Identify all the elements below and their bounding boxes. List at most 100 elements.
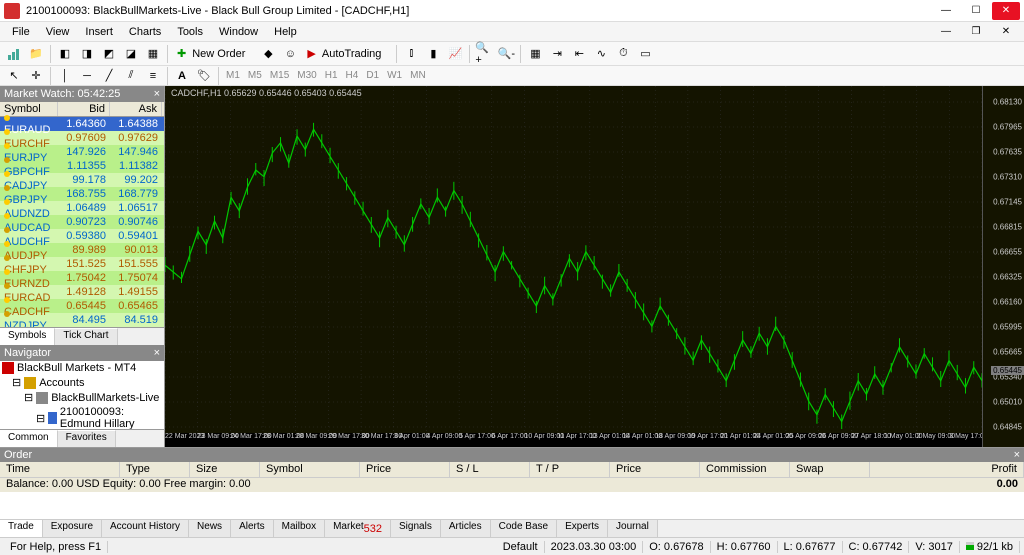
navigator-tab-common[interactable]: Common [0,430,58,447]
data-window-toggle[interactable]: ◨ [77,44,97,64]
menu-tools[interactable]: Tools [169,24,211,40]
expert-advisors-button[interactable]: ☺ [280,44,300,64]
price-axis: 0.681300.679650.676350.673100.671450.668… [982,86,1024,447]
minimize-button[interactable]: — [932,2,960,20]
timeframe-w1[interactable]: W1 [384,70,405,81]
navigator-toggle[interactable]: ◩ [99,44,119,64]
trendline-button[interactable]: ╱ [99,66,119,86]
new-order-button[interactable]: ✚ New Order [172,44,256,64]
fibonacci-button[interactable]: ≡ [143,66,163,86]
terminal-tab-alerts[interactable]: Alerts [231,520,274,537]
navigator-close-icon[interactable]: × [154,347,160,359]
mdi-minimize-button[interactable]: — [932,23,960,41]
market-watch-header: Market Watch: 05:42:25 × [0,86,164,102]
zoom-in-button[interactable]: 🔍+ [474,44,494,64]
candle-chart-button[interactable]: ▮ [423,44,443,64]
chart-shift-button[interactable]: ⇤ [569,44,589,64]
channel-button[interactable]: ⫽ [121,66,141,86]
terminal-tab-exposure[interactable]: Exposure [43,520,102,537]
chart-area[interactable]: CADCHF,H1 0.65629 0.65446 0.65403 0.6544… [165,86,1024,447]
market-watch-row[interactable]: NZDJPY84.49584.519 [0,313,164,327]
terminal-tab-trade[interactable]: Trade [0,520,43,537]
menu-window[interactable]: Window [211,24,266,40]
menu-file[interactable]: File [4,24,38,40]
timeframe-m30[interactable]: M30 [294,70,319,81]
terminal-tab-signals[interactable]: Signals [391,520,441,537]
order-col-t-p[interactable]: T / P [530,462,610,477]
nav-item-accounts[interactable]: ⊟Accounts [0,375,164,390]
autoscroll-button[interactable]: ⇥ [547,44,567,64]
market-watch-tab-tick-chart[interactable]: Tick Chart [55,328,117,345]
maximize-button[interactable]: ☐ [962,2,990,20]
timeframe-m5[interactable]: M5 [245,70,265,81]
terminal-tab-journal[interactable]: Journal [608,520,658,537]
timeframe-h1[interactable]: H1 [322,70,341,81]
menu-charts[interactable]: Charts [121,24,169,40]
order-col-symbol[interactable]: Symbol [260,462,360,477]
timeframe-m1[interactable]: M1 [223,70,243,81]
timeframe-d1[interactable]: D1 [363,70,382,81]
order-col-time[interactable]: Time [0,462,120,477]
text-label-button[interactable]: 🏷 [194,66,214,86]
market-watch-toggle[interactable]: ◧ [55,44,75,64]
mdi-close-button[interactable]: ✕ [992,23,1020,41]
terminal-tab-mailbox[interactable]: Mailbox [274,520,325,537]
close-button[interactable]: ✕ [992,2,1020,20]
terminal-close-icon[interactable]: × [1014,449,1020,461]
terminal-toggle[interactable]: ◪ [121,44,141,64]
menu-help[interactable]: Help [266,24,305,40]
navigator-tab-favorites[interactable]: Favorites [58,430,116,447]
order-col-price[interactable]: Price [610,462,700,477]
terminal-tab-articles[interactable]: Articles [441,520,491,537]
toolbar-main: 📁 ◧ ◨ ◩ ◪ ▦ ✚ New Order ◆ ☺ ▶ AutoTradin… [0,42,1024,66]
nav-item-blackbullmarkets-live[interactable]: ⊟BlackBullMarkets-Live [0,390,164,405]
terminal-tab-account-history[interactable]: Account History [102,520,189,537]
order-col-type[interactable]: Type [120,462,190,477]
col-ask[interactable]: Ask [110,102,162,116]
order-col-price[interactable]: Price [360,462,450,477]
indicators-button[interactable]: ∿ [591,44,611,64]
bar-chart-button[interactable]: ⫾ [401,44,421,64]
metaquotes-button[interactable]: ◆ [258,44,278,64]
templates-button[interactable]: ▭ [635,44,655,64]
horizontal-line-button[interactable]: ─ [77,66,97,86]
nav-item-2100100093-edmund-hillary[interactable]: ⊟2100100093: Edmund Hillary [0,405,164,429]
menu-insert[interactable]: Insert [77,24,121,40]
tile-windows-button[interactable]: ▦ [525,44,545,64]
current-price-marker: 0.65445 [991,366,1024,375]
order-col-size[interactable]: Size [190,462,260,477]
vertical-line-button[interactable]: │ [55,66,75,86]
profiles-button[interactable]: 📁 [26,44,46,64]
status-close: C: 0.67742 [843,541,910,553]
terminal-tab-market[interactable]: Market532 [325,520,391,537]
menu-view[interactable]: View [38,24,78,40]
text-button[interactable]: A [172,66,192,86]
cursor-button[interactable]: ↖ [4,66,24,86]
order-col-commission[interactable]: Commission [700,462,790,477]
terminal-tab-news[interactable]: News [189,520,231,537]
balance-text: Balance: 0.00 USD Equity: 0.00 Free marg… [6,478,251,492]
timeframe-h4[interactable]: H4 [343,70,362,81]
nav-root[interactable]: BlackBull Markets - MT4 [0,361,164,375]
order-col-s-l[interactable]: S / L [450,462,530,477]
timeframe-m15[interactable]: M15 [267,70,292,81]
order-col-swap[interactable]: Swap [790,462,870,477]
status-profile[interactable]: Default [497,541,545,553]
periodicity-button[interactable]: ⏱ [613,44,633,64]
terminal-tab-experts[interactable]: Experts [557,520,608,537]
status-help: For Help, press F1 [4,541,108,553]
market-watch-tab-symbols[interactable]: Symbols [0,328,55,345]
market-watch-close-icon[interactable]: × [154,88,160,100]
line-chart-button[interactable]: 📈 [445,44,465,64]
strategy-tester-toggle[interactable]: ▦ [143,44,163,64]
mdi-restore-button[interactable]: ❐ [962,23,990,41]
new-chart-button[interactable] [4,44,24,64]
col-bid[interactable]: Bid [58,102,110,116]
autotrading-button[interactable]: ▶ AutoTrading [302,44,392,64]
time-axis: 22 Mar 202323 Mar 09:0024 Mar 17:0028 Ma… [165,433,982,447]
timeframe-mn[interactable]: MN [407,70,429,81]
zoom-out-button[interactable]: 🔍- [496,44,516,64]
crosshair-button[interactable]: ✛ [26,66,46,86]
terminal-tab-code-base[interactable]: Code Base [491,520,557,537]
order-col-profit[interactable]: Profit [964,462,1024,477]
